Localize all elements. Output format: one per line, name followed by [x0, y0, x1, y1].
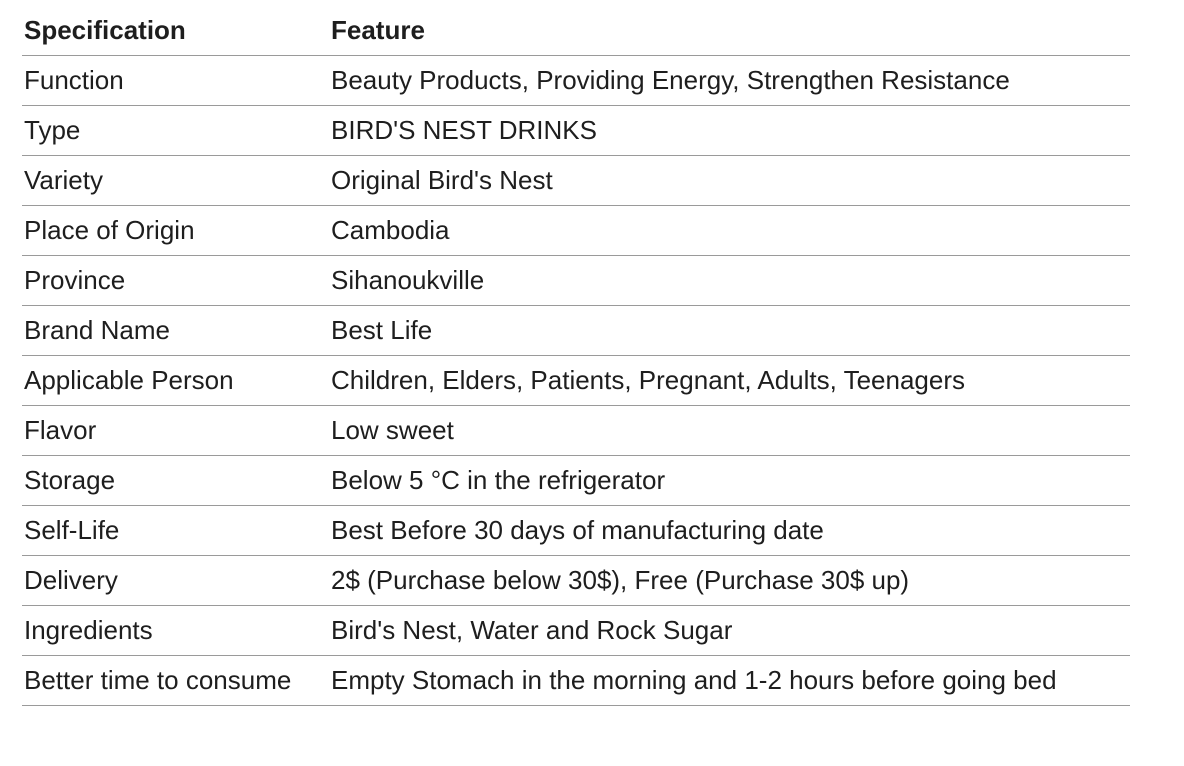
- feature-cell: Bird's Nest, Water and Rock Sugar: [329, 605, 1130, 656]
- feature-cell: Sihanoukville: [329, 255, 1130, 306]
- feature-cell: Below 5 °C in the refrigerator: [329, 455, 1130, 506]
- spec-cell: Ingredients: [22, 605, 329, 656]
- spec-cell: Applicable Person: [22, 355, 329, 406]
- spec-cell: Province: [22, 255, 329, 306]
- specification-table: Specification Feature Function Beauty Pr…: [22, 6, 1130, 706]
- feature-cell: Cambodia: [329, 205, 1130, 256]
- table-row: Type BIRD'S NEST DRINKS: [22, 105, 1130, 156]
- table-row: Delivery 2$ (Purchase below 30$), Free (…: [22, 555, 1130, 606]
- spec-cell: Self-Life: [22, 505, 329, 556]
- table-row: Brand Name Best Life: [22, 305, 1130, 356]
- table-row: Better time to consume Empty Stomach in …: [22, 655, 1130, 706]
- table-header-row: Specification Feature: [22, 6, 1130, 56]
- table-row: Function Beauty Products, Providing Ener…: [22, 55, 1130, 106]
- feature-cell: Children, Elders, Patients, Pregnant, Ad…: [329, 355, 1130, 406]
- table-row: Storage Below 5 °C in the refrigerator: [22, 455, 1130, 506]
- feature-cell: Best Before 30 days of manufacturing dat…: [329, 505, 1130, 556]
- spec-cell: Variety: [22, 155, 329, 206]
- table-row: Applicable Person Children, Elders, Pati…: [22, 355, 1130, 406]
- feature-cell: Best Life: [329, 305, 1130, 356]
- spec-cell: Storage: [22, 455, 329, 506]
- header-feature: Feature: [329, 6, 1130, 56]
- feature-cell: Low sweet: [329, 405, 1130, 456]
- spec-cell: Better time to consume: [22, 655, 329, 706]
- feature-cell: Beauty Products, Providing Energy, Stren…: [329, 55, 1130, 106]
- table-row: Ingredients Bird's Nest, Water and Rock …: [22, 605, 1130, 656]
- spec-cell: Flavor: [22, 405, 329, 456]
- feature-cell: 2$ (Purchase below 30$), Free (Purchase …: [329, 555, 1130, 606]
- feature-cell: BIRD'S NEST DRINKS: [329, 105, 1130, 156]
- feature-cell: Empty Stomach in the morning and 1-2 hou…: [329, 655, 1130, 706]
- spec-cell: Type: [22, 105, 329, 156]
- spec-cell: Function: [22, 55, 329, 106]
- header-specification: Specification: [22, 6, 329, 56]
- feature-cell: Original Bird's Nest: [329, 155, 1130, 206]
- table-row: Province Sihanoukville: [22, 255, 1130, 306]
- table-row: Self-Life Best Before 30 days of manufac…: [22, 505, 1130, 556]
- table-row: Flavor Low sweet: [22, 405, 1130, 456]
- spec-cell: Brand Name: [22, 305, 329, 356]
- table-row: Place of Origin Cambodia: [22, 205, 1130, 256]
- table-row: Variety Original Bird's Nest: [22, 155, 1130, 206]
- spec-cell: Delivery: [22, 555, 329, 606]
- spec-cell: Place of Origin: [22, 205, 329, 256]
